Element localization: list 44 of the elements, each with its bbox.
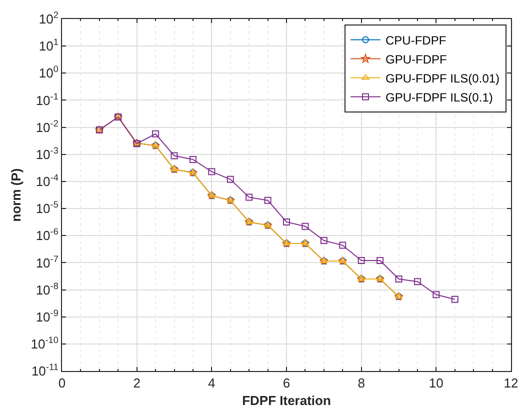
point bbox=[170, 152, 178, 160]
point bbox=[414, 278, 421, 286]
y-tick-label: 10$^{-6}$ bbox=[36, 226, 58, 244]
x-axis-title: FDPF Iteration bbox=[242, 393, 331, 408]
x-tick-label: 10 bbox=[428, 376, 444, 391]
point bbox=[451, 296, 458, 303]
y-tick-label: 10$^{-5}$ bbox=[36, 200, 58, 216]
y-tick-label: 10$^{-10}$ bbox=[30, 335, 58, 352]
point bbox=[339, 242, 346, 249]
point bbox=[208, 168, 216, 176]
y-tick-label: 10$^{-1}$ bbox=[36, 91, 58, 108]
point bbox=[395, 275, 402, 282]
y-tick-label: 10$^{0}$ bbox=[38, 64, 58, 81]
legend-label: GPU-FDPF ILS(0.01) bbox=[386, 71, 500, 86]
point bbox=[358, 257, 365, 264]
legend-label: CPU-FDPF bbox=[386, 33, 446, 48]
y-tick-label: 10$^{-11}$ bbox=[31, 362, 58, 379]
legend-label: GPU-FDPF bbox=[386, 52, 447, 66]
point bbox=[320, 237, 328, 244]
y-tick-label: 10$^{-3}$ bbox=[36, 145, 58, 162]
point bbox=[264, 196, 272, 204]
point bbox=[283, 218, 290, 226]
y-tick-label: 10$^{2}$ bbox=[38, 10, 58, 27]
point bbox=[432, 291, 440, 298]
x-tick-label: 6 bbox=[282, 376, 290, 391]
y-tick-label: 10$^{-4}$ bbox=[36, 172, 58, 190]
x-tick-label: 2 bbox=[133, 376, 140, 391]
point bbox=[189, 156, 196, 163]
point bbox=[152, 130, 160, 138]
x-tick-label: 0 bbox=[58, 376, 66, 391]
point bbox=[246, 194, 253, 201]
point bbox=[376, 257, 384, 264]
y-tick-label: 10$^{1}$ bbox=[38, 37, 58, 54]
point bbox=[302, 222, 309, 230]
y-tick-label: 10$^{-8}$ bbox=[36, 280, 58, 298]
y-tick-label: 10$^{-9}$ bbox=[36, 308, 58, 324]
y-tick-label: 10$^{-2}$ bbox=[36, 118, 58, 135]
y-tick-label: 10$^{-7}$ bbox=[36, 254, 58, 270]
x-tick-label: 8 bbox=[358, 376, 365, 391]
y-axis-title: norm (P) bbox=[8, 168, 24, 222]
point bbox=[226, 176, 234, 183]
legend-label: GPU-FDPF ILS(0.1) bbox=[386, 90, 493, 104]
x-tick-label: 4 bbox=[208, 376, 216, 391]
x-tick-label: 12 bbox=[504, 376, 518, 391]
